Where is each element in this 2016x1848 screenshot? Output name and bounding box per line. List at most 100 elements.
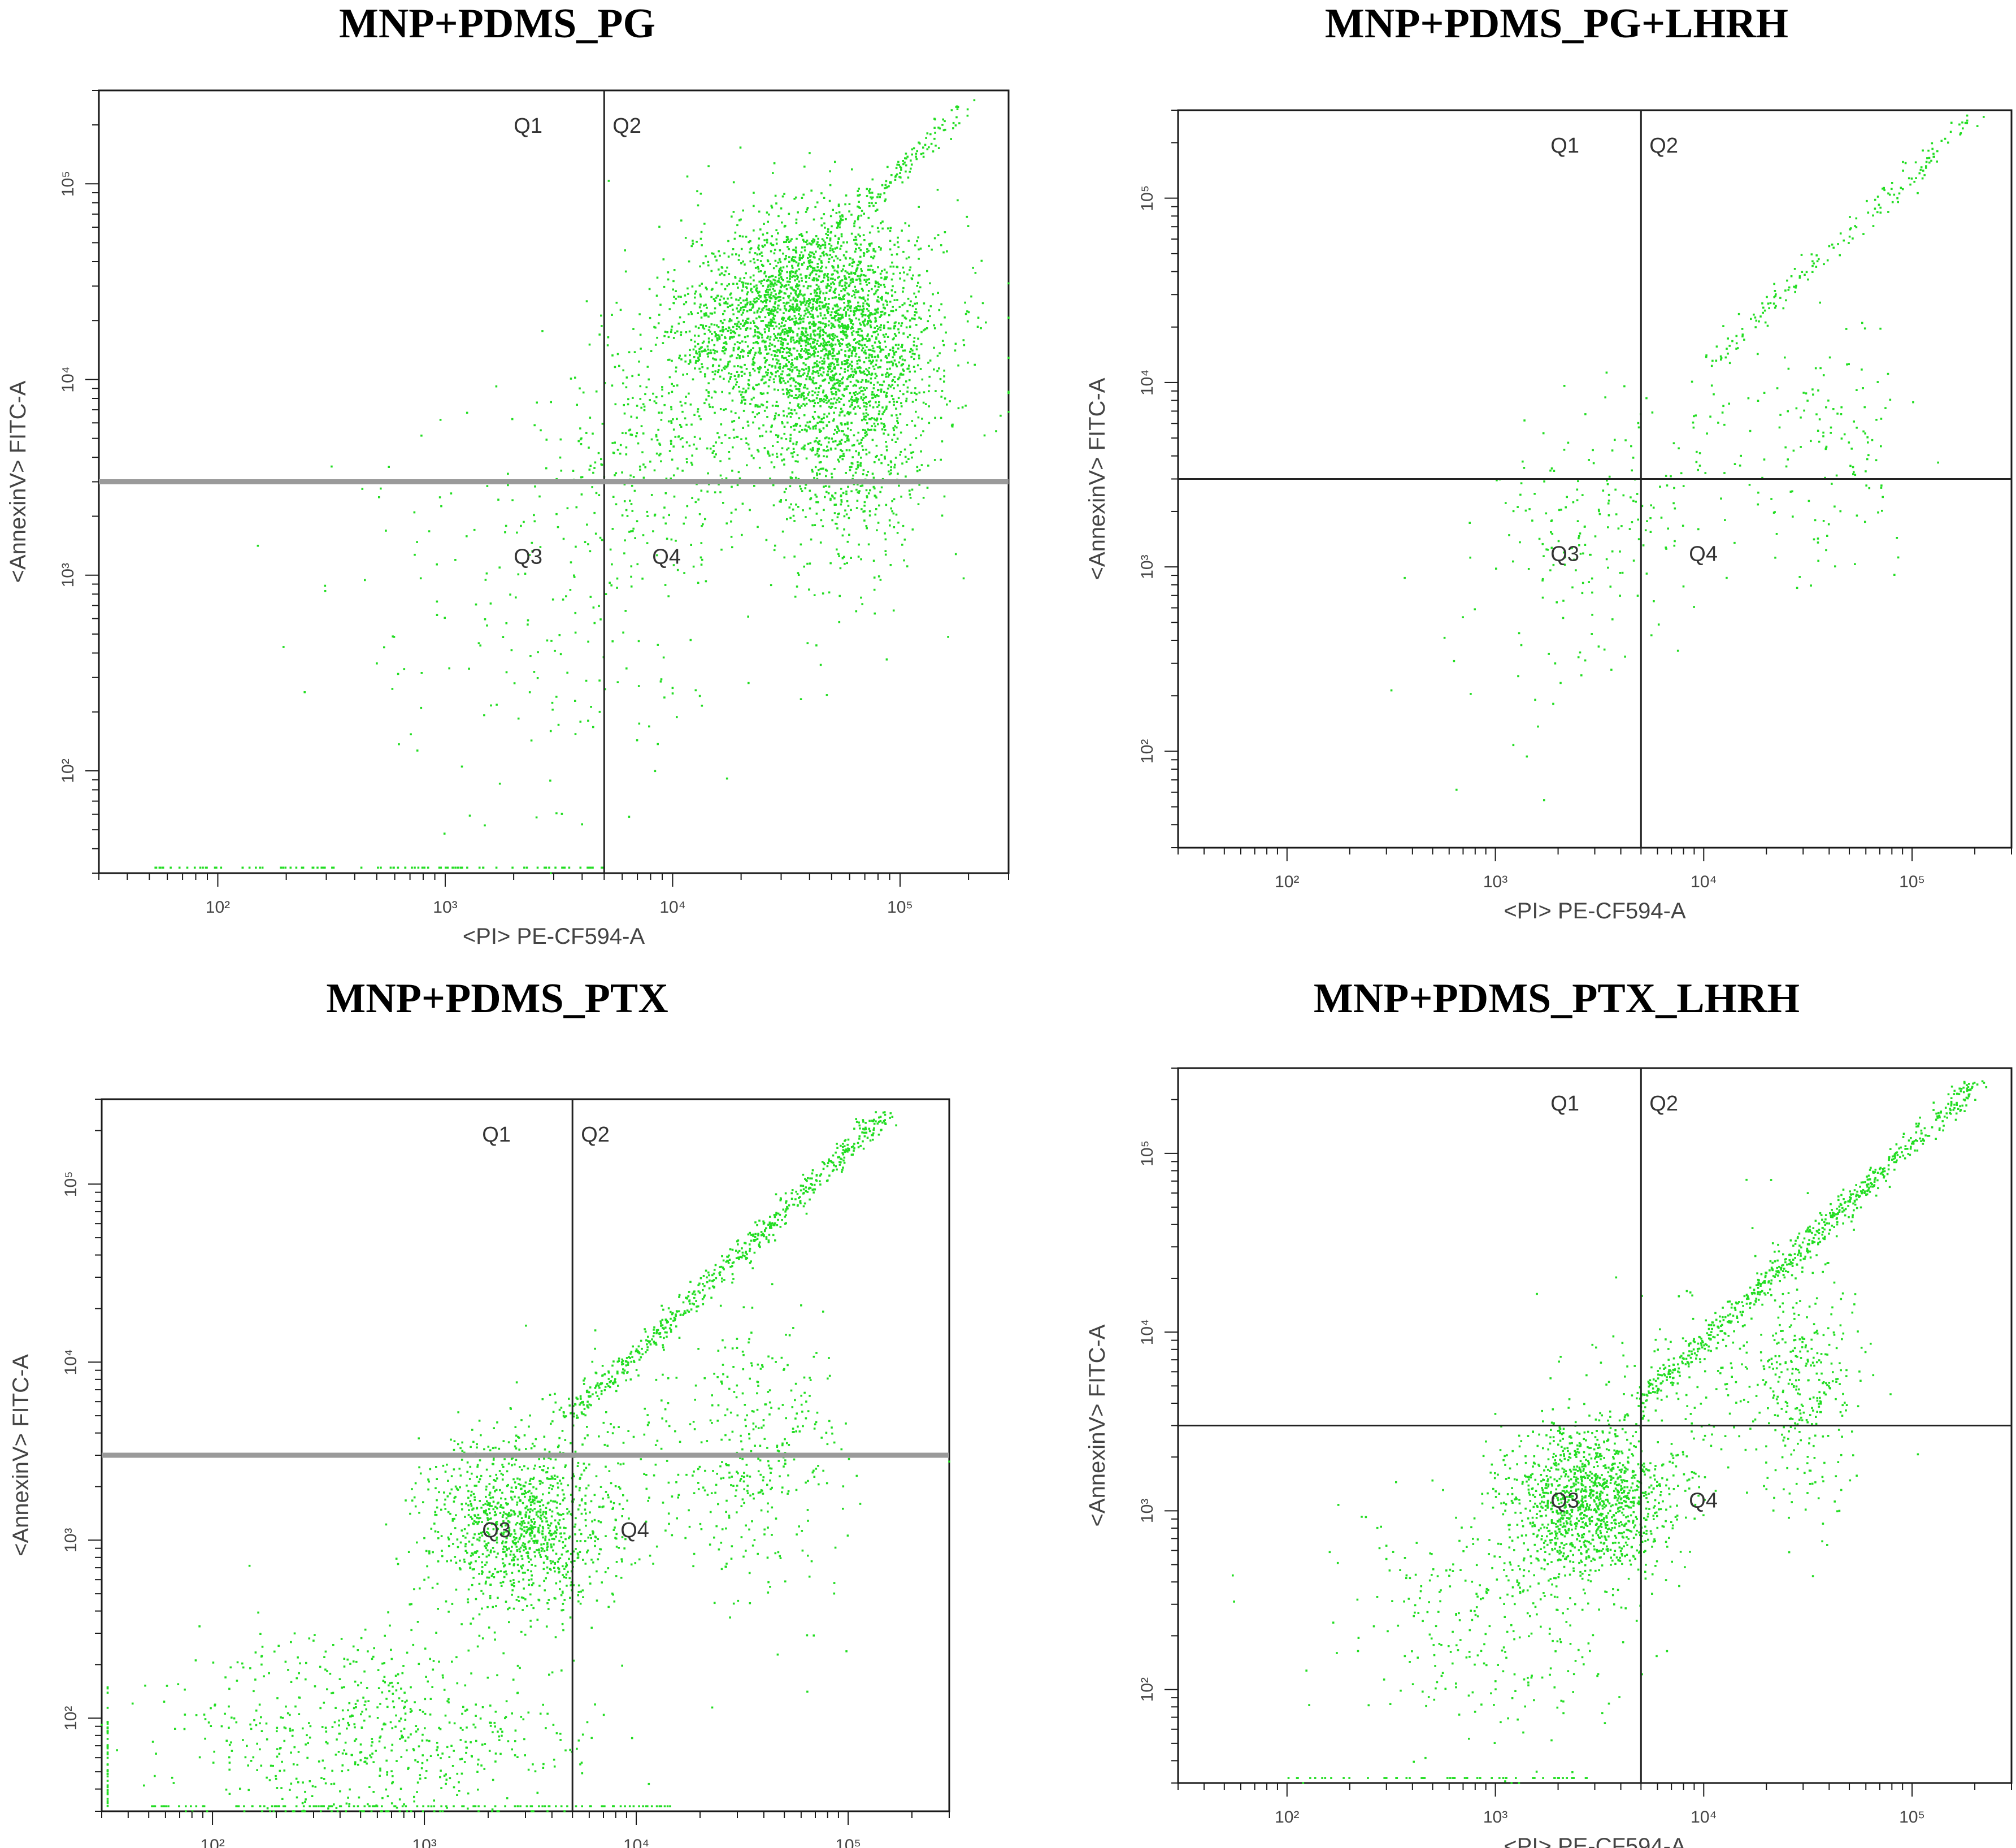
event-dot-1 xyxy=(864,338,867,340)
event-dot-0 xyxy=(819,420,821,423)
event-dot-0 xyxy=(764,366,766,368)
event-dot-0 xyxy=(850,352,853,354)
event-dot-0 xyxy=(825,344,828,346)
event-dot-1 xyxy=(847,343,849,346)
event-dot-0 xyxy=(624,249,626,251)
event-dot-0 xyxy=(750,309,752,311)
event-dot-0 xyxy=(838,275,841,278)
event-dot-0 xyxy=(818,297,821,300)
event-dot-1 xyxy=(873,576,876,579)
event-dot-0 xyxy=(854,355,857,358)
event-dot-0 xyxy=(853,293,855,296)
event-dot-0 xyxy=(859,280,862,282)
event-dot-0 xyxy=(846,241,848,244)
event-dot-0 xyxy=(900,355,903,358)
event-dot-0 xyxy=(769,324,772,327)
event-dot-5 xyxy=(360,866,363,869)
event-dot-0 xyxy=(816,292,818,294)
event-dot-0 xyxy=(788,241,790,243)
event-dot-1 xyxy=(1604,396,1606,398)
event-dot-0 xyxy=(862,302,864,305)
event-dot-1 xyxy=(870,312,872,314)
event-dot-0 xyxy=(850,361,853,363)
event-dot-2 xyxy=(598,333,601,336)
event-dot-1 xyxy=(822,427,825,430)
event-dot-0 xyxy=(738,254,740,257)
event-dot-2 xyxy=(707,472,709,475)
event-dot-0 xyxy=(1854,225,1856,227)
event-dot-0 xyxy=(1715,345,1718,348)
event-dot-0 xyxy=(1882,188,1884,190)
event-dot-1 xyxy=(800,488,802,490)
event-dot-0 xyxy=(832,281,834,284)
event-dot-1 xyxy=(933,459,936,461)
event-dot-4 xyxy=(841,219,844,221)
event-dot-0 xyxy=(1914,161,1917,164)
event-dot-0 xyxy=(915,345,918,348)
event-dot-3 xyxy=(646,542,649,544)
event-dot-0 xyxy=(974,272,977,274)
event-dot-1 xyxy=(1607,526,1609,528)
event-dot-0 xyxy=(840,331,842,333)
event-dot-0 xyxy=(766,392,769,394)
event-dot-3 xyxy=(594,532,597,535)
event-dot-0 xyxy=(814,329,816,332)
event-dot-0 xyxy=(1848,242,1850,244)
event-dot-0 xyxy=(860,268,862,270)
event-dot-1 xyxy=(864,435,867,437)
event-dot-1 xyxy=(913,366,915,368)
event-dot-2 xyxy=(785,488,787,490)
event-dot-4 xyxy=(952,122,955,124)
event-dot-0 xyxy=(824,348,827,350)
event-dot-1 xyxy=(909,444,912,446)
event-dot-0 xyxy=(1910,177,1913,180)
event-dot-0 xyxy=(902,314,905,317)
event-dot-0 xyxy=(1867,211,1870,214)
event-dot-1 xyxy=(894,463,896,466)
event-dot-0 xyxy=(810,266,813,268)
event-dot-1 xyxy=(791,452,794,455)
event-dot-0 xyxy=(862,399,864,401)
event-dot-0 xyxy=(842,268,844,271)
event-dot-3 xyxy=(579,721,582,723)
event-dot-0 xyxy=(849,300,851,303)
event-dot-0 xyxy=(770,323,772,325)
event-dot-2 xyxy=(757,449,759,451)
event-dot-0 xyxy=(777,366,780,369)
event-dot-0 xyxy=(667,278,670,281)
event-dot-1 xyxy=(790,390,793,392)
event-dot-0 xyxy=(789,401,791,404)
event-dot-1 xyxy=(854,400,856,402)
event-dot-0 xyxy=(918,258,920,260)
event-dot-2 xyxy=(1848,441,1850,444)
event-dot-2 xyxy=(1877,511,1879,514)
event-dot-3 xyxy=(517,573,520,576)
event-dot-1 xyxy=(825,349,828,352)
event-dot-0 xyxy=(776,311,779,314)
event-dot-3 xyxy=(637,640,640,643)
event-dot-0 xyxy=(823,197,825,199)
event-dot-1 xyxy=(812,426,815,428)
event-dot-3 xyxy=(509,593,511,596)
event-dot-0 xyxy=(691,285,694,288)
event-dot-4 xyxy=(884,198,887,201)
event-dot-0 xyxy=(762,285,764,287)
event-dot-0 xyxy=(832,374,834,376)
event-dot-0 xyxy=(790,353,793,355)
event-dot-0 xyxy=(758,248,761,251)
event-dot-4 xyxy=(759,296,762,298)
event-dot-0 xyxy=(876,281,879,284)
event-dot-0 xyxy=(884,340,886,343)
event-dot-1 xyxy=(837,324,840,327)
event-dot-0 xyxy=(789,378,792,380)
event-dot-0 xyxy=(842,254,845,257)
event-dot-0 xyxy=(810,333,812,336)
event-dot-0 xyxy=(762,264,764,267)
event-dot-1 xyxy=(1597,509,1600,511)
event-dot-0 xyxy=(829,351,831,353)
event-dot-0 xyxy=(705,255,707,258)
event-dot-1 xyxy=(885,396,888,398)
event-dot-0 xyxy=(914,424,916,427)
event-dot-2 xyxy=(701,525,703,527)
event-dot-0 xyxy=(742,299,745,302)
